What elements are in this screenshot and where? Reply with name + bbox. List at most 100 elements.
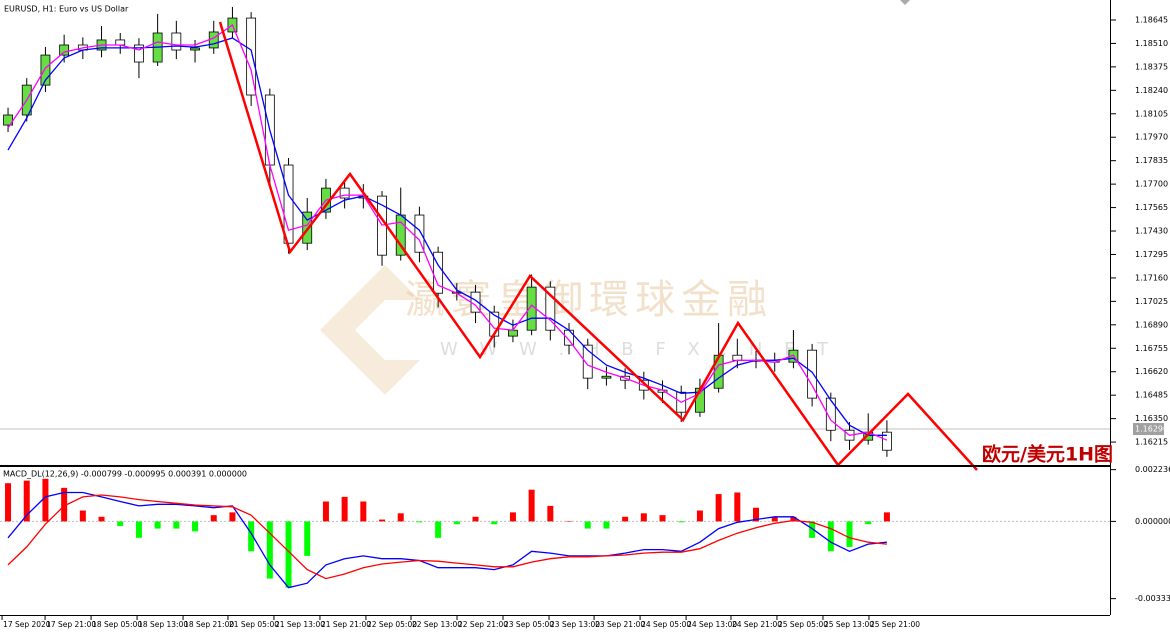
histogram-bar <box>98 516 105 522</box>
candle-body <box>882 431 892 451</box>
shift-marker <box>900 0 910 5</box>
indicator-line <box>7 494 887 580</box>
histogram-bar <box>640 513 647 522</box>
histogram-bar <box>360 501 367 522</box>
histogram-bar <box>154 521 161 529</box>
indicator-line <box>7 491 887 589</box>
candle-body <box>433 251 444 294</box>
x-tick-label: 25 Sep 21:00 <box>870 620 920 629</box>
x-tick-label: 23 Sep 21:00 <box>595 620 645 629</box>
candle-body <box>283 164 294 244</box>
y-tick-label: 1.16215 <box>1135 438 1168 447</box>
histogram-bar <box>304 521 311 556</box>
candle-body <box>601 375 612 379</box>
x-tick-label: 21 Sep 21:00 <box>321 620 371 629</box>
x-tick-label: 18 Sep 13:00 <box>138 620 188 629</box>
histogram-bar <box>23 480 30 522</box>
histogram-bar <box>285 521 292 588</box>
y-tick-label: 1.18240 <box>1135 86 1168 95</box>
candle-body <box>732 354 743 361</box>
x-tick-label: 23 Sep 13:00 <box>550 620 600 629</box>
candle-body <box>115 39 126 46</box>
histogram-bar <box>771 516 778 522</box>
histogram-bar <box>61 487 68 522</box>
histogram-bar <box>135 521 142 538</box>
x-tick-label: 24 Sep 05:00 <box>641 620 691 629</box>
histogram-bar <box>753 507 760 522</box>
histogram-bar <box>547 505 554 522</box>
x-tick-label: 22 Sep 13:00 <box>412 620 462 629</box>
histogram-bar <box>192 521 199 532</box>
histogram-bar <box>509 512 516 522</box>
histogram-bar <box>210 515 217 522</box>
y-tick-label: 1.17970 <box>1135 133 1168 142</box>
x-tick-label: 17 Sep 21:00 <box>46 620 96 629</box>
zigzag-drawing <box>218 21 978 471</box>
y-tick-label: 1.16620 <box>1135 367 1168 376</box>
histogram-bar <box>173 521 180 529</box>
histogram-bar <box>865 521 872 525</box>
histogram-bar <box>453 521 460 525</box>
y-tick-label: -0.003335 <box>1135 594 1170 603</box>
histogram-bar <box>883 512 890 522</box>
histogram-bar <box>117 521 124 527</box>
watermark-logo <box>320 265 420 395</box>
histogram-bar <box>248 521 255 552</box>
x-tick-label: 18 Sep 05:00 <box>92 620 142 629</box>
histogram-bar <box>809 521 816 538</box>
x-tick-label: 25 Sep 05:00 <box>778 620 828 629</box>
y-tick-label: 1.16890 <box>1135 320 1168 329</box>
candle-body <box>508 329 518 337</box>
candle-body <box>825 397 836 431</box>
histogram-bar <box>322 501 329 522</box>
y-tick-label: 1.16485 <box>1135 391 1168 400</box>
current-price-label: 1.16290 <box>1135 425 1168 434</box>
histogram-bar <box>79 510 86 522</box>
y-tick-label: 1.17700 <box>1135 180 1168 189</box>
candle-body <box>208 31 219 49</box>
histogram-bar <box>715 494 722 522</box>
indicator-line <box>7 37 887 436</box>
y-tick-label: 1.17835 <box>1135 156 1168 165</box>
histogram-bar <box>846 521 853 547</box>
histogram-bar <box>584 521 591 529</box>
x-tick-label: 17 Sep 2020 <box>3 620 51 629</box>
histogram-bar <box>266 521 273 579</box>
histogram-bar <box>42 478 49 522</box>
histogram-bar <box>696 510 703 522</box>
histogram-bar <box>491 521 498 525</box>
x-tick-label: 23 Sep 05:00 <box>504 620 554 629</box>
candle-body <box>59 44 70 56</box>
candle-body <box>40 54 51 86</box>
histogram-bar <box>341 496 348 522</box>
histogram-bar <box>435 521 442 538</box>
histogram-bar <box>5 483 12 522</box>
x-tick-label: 21 Sep 05:00 <box>229 620 279 629</box>
current-price-box <box>1133 423 1164 436</box>
x-tick-label: 24 Sep 13:00 <box>687 620 737 629</box>
histogram-bar <box>790 516 797 522</box>
histogram-bar <box>472 516 479 522</box>
x-tick-label: 21 Sep 13:00 <box>275 620 325 629</box>
watermark-title: 瀛寰皇御環球金融 <box>405 277 773 323</box>
candle-body <box>246 17 257 96</box>
y-tick-label: 0.000000 <box>1135 517 1170 526</box>
histogram-bar <box>416 521 423 523</box>
histogram-bar <box>734 492 741 522</box>
candle-body <box>3 114 13 126</box>
y-tick-label: 1.17565 <box>1135 203 1168 212</box>
candle-body <box>582 344 593 379</box>
histogram-bar <box>397 513 404 522</box>
y-tick-label: 1.17430 <box>1135 227 1168 236</box>
histogram-bar <box>659 515 666 522</box>
indicator-line <box>7 24 888 441</box>
logo-shape <box>320 265 420 395</box>
histogram-bar <box>566 520 573 522</box>
chart-title: EURUSD, H1: Euro vs US Dollar <box>4 5 129 14</box>
y-tick-label: 0.002236 <box>1135 465 1170 474</box>
y-tick-label: 1.18105 <box>1135 109 1168 118</box>
histogram-bar <box>827 521 834 552</box>
histogram-bar <box>229 512 236 522</box>
histogram-bar <box>528 489 535 522</box>
